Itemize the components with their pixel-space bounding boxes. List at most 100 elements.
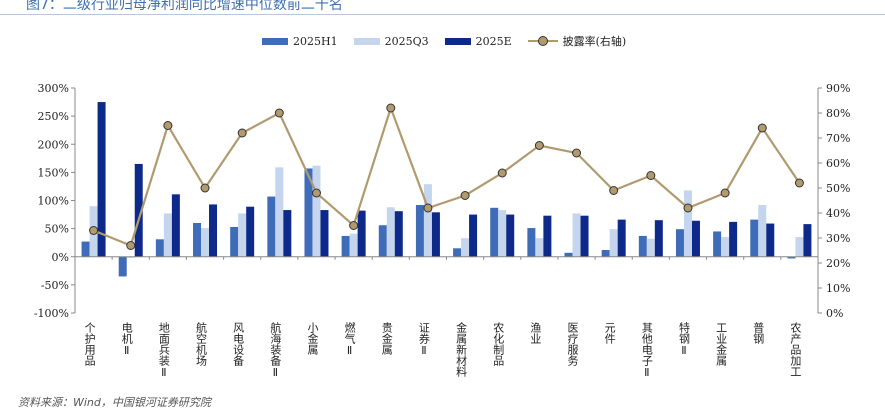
legend-label-h1: 2025H1 <box>293 34 338 48</box>
point-disclosure-rate <box>794 178 804 188</box>
bar-h1 <box>81 241 90 257</box>
legend-label-e: 2025E <box>475 34 512 48</box>
bar-h1 <box>453 248 462 257</box>
x-category-label: 其他电子Ⅱ <box>640 322 653 379</box>
bar-q3 <box>275 167 284 257</box>
bar-e <box>543 215 552 257</box>
bar-q3 <box>461 238 470 257</box>
bar-e <box>766 223 775 257</box>
bar-h1 <box>787 256 796 259</box>
bar-e <box>134 163 143 257</box>
bar-q3 <box>126 256 135 258</box>
x-category-label: 特钢Ⅱ <box>677 321 690 357</box>
legend-label-rate: 披露率(右轴) <box>562 35 627 48</box>
bar-q3 <box>498 210 507 257</box>
x-category-label: 航海装备Ⅱ <box>269 321 282 379</box>
point-disclosure-rate <box>720 188 730 198</box>
bar-e <box>654 220 663 257</box>
bar-h1 <box>750 219 759 257</box>
bar-e <box>506 214 515 257</box>
bar-e <box>394 211 403 257</box>
y-right-tick-label: 90% <box>826 82 850 95</box>
bar-e <box>803 224 812 257</box>
point-disclosure-rate <box>572 148 582 158</box>
bar-h1 <box>155 239 164 257</box>
point-disclosure-rate <box>89 226 99 235</box>
point-disclosure-rate <box>237 128 247 138</box>
legend-item-q3: 2025Q3 <box>353 34 429 48</box>
bar-q3 <box>238 213 247 257</box>
y-right-tick-label: 80% <box>826 107 850 120</box>
bar-h1 <box>118 256 127 277</box>
point-disclosure-rate <box>386 103 396 113</box>
y-left-tick-label: -100% <box>34 307 69 320</box>
x-category-label: 渔业 <box>529 322 542 344</box>
y-left-tick-label: 150% <box>38 166 69 179</box>
bar-h1 <box>378 225 387 257</box>
bar-h1 <box>304 168 313 257</box>
title-divider <box>0 14 885 15</box>
line-disclosure-rate <box>93 104 801 247</box>
y-right-tick-label: 0% <box>826 307 843 320</box>
bar-e <box>209 204 218 257</box>
bar-e <box>357 210 366 257</box>
figure-title: 图7：二级行业归母净利润同比增速中位数前二十名 <box>26 0 343 13</box>
bar-q3 <box>349 233 358 257</box>
bar-q3 <box>609 229 618 257</box>
bar-e <box>729 221 738 257</box>
x-category-label: 航空机场 <box>195 321 208 367</box>
bar-q3 <box>795 237 804 257</box>
x-category-label: 小金属 <box>306 322 319 356</box>
x-category-label: 电机Ⅱ <box>120 322 133 357</box>
y-left-tick-label: 100% <box>38 195 69 208</box>
y-right-tick-label: 70% <box>826 132 850 145</box>
x-category-label: 个护用品 <box>83 322 96 366</box>
y-left-tick-label: -50% <box>41 279 69 292</box>
point-disclosure-rate <box>757 123 767 133</box>
x-category-label: 农产品加工 <box>789 321 802 377</box>
bar-e <box>469 214 478 257</box>
bar-e <box>691 220 700 257</box>
bar-q3 <box>646 238 655 257</box>
bar-e <box>580 215 589 257</box>
bar-q3 <box>163 213 172 257</box>
bar-q3 <box>758 205 767 257</box>
bar-h1 <box>638 235 647 257</box>
point-disclosure-rate <box>646 171 656 180</box>
x-category-label: 燃气Ⅱ <box>343 321 356 357</box>
x-category-label: 农化制品 <box>492 321 505 366</box>
point-disclosure-rate <box>200 183 210 193</box>
bar-h1 <box>267 196 276 257</box>
source-note: 资料来源：Wind，中国银河证券研究院 <box>18 396 211 409</box>
bar-h1 <box>415 205 424 257</box>
point-disclosure-rate <box>163 121 173 130</box>
legend-swatch-h1 <box>262 37 288 45</box>
y-left-tick-label: 0% <box>52 251 69 264</box>
bar-h1 <box>527 228 536 257</box>
legend-swatch-e <box>444 37 471 45</box>
x-category-label: 元件 <box>603 322 616 345</box>
legend-label-q3: 2025Q3 <box>384 34 429 48</box>
point-disclosure-rate <box>126 241 136 250</box>
bar-e <box>431 212 440 257</box>
legend-item-e: 2025E <box>444 34 512 48</box>
bar-q3 <box>721 237 730 257</box>
bar-h1 <box>564 252 573 257</box>
y-right-tick-label: 60% <box>826 157 850 170</box>
bar-e <box>617 219 626 257</box>
bar-q3 <box>572 213 581 257</box>
bar-e <box>97 102 106 257</box>
bar-q3 <box>312 165 321 257</box>
x-category-label: 普钢 <box>752 321 765 344</box>
bar-e <box>320 210 329 257</box>
bar-h1 <box>230 226 239 257</box>
x-category-label: 工业金属 <box>715 322 728 367</box>
x-category-label: 风电设备 <box>232 322 245 367</box>
bar-h1 <box>341 235 350 257</box>
x-category-label: 金属新材料 <box>455 321 468 378</box>
point-disclosure-rate <box>460 191 470 200</box>
bar-q3 <box>201 228 210 257</box>
bar-q3 <box>683 190 692 257</box>
legend-swatch-rate <box>527 36 558 46</box>
